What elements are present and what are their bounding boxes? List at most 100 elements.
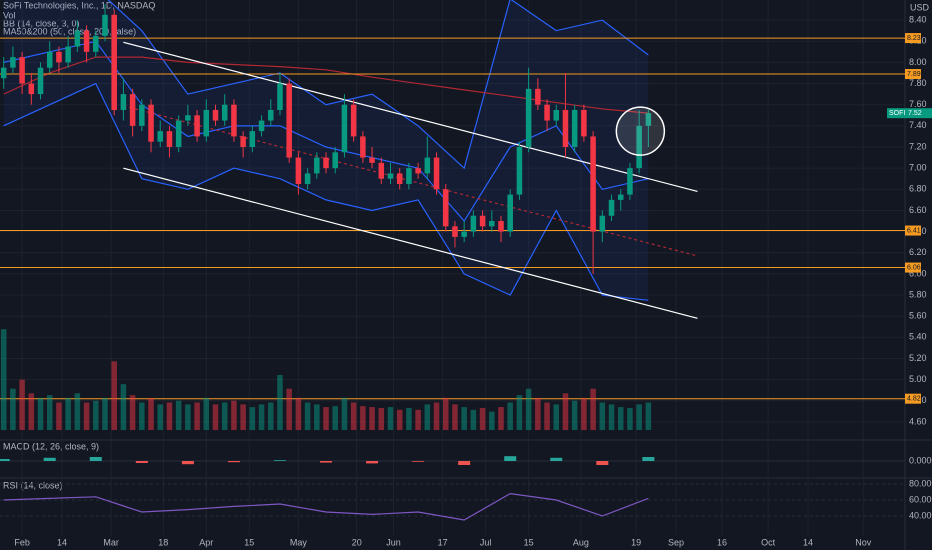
y-tick-label: 7.20 bbox=[909, 141, 927, 151]
x-tick-label: 15 bbox=[524, 537, 534, 547]
volume-bar bbox=[627, 408, 633, 430]
volume-bar bbox=[268, 402, 274, 430]
y-tick-label: 8.00 bbox=[909, 57, 927, 67]
candle-body bbox=[544, 104, 550, 121]
y-tick-label: 5.80 bbox=[909, 289, 927, 299]
x-tick-label: 16 bbox=[717, 537, 727, 547]
candle-body bbox=[148, 104, 154, 142]
y-tick-label: 80.00 bbox=[909, 478, 932, 488]
candle-body bbox=[535, 88, 541, 105]
volume-bar bbox=[470, 409, 477, 430]
currency: USD bbox=[910, 2, 930, 12]
candle-body bbox=[295, 157, 302, 185]
volume-bar bbox=[139, 402, 145, 430]
volume-bar bbox=[0, 329, 7, 430]
candle-body bbox=[10, 57, 16, 68]
trendline bbox=[123, 41, 698, 192]
y-tick-label: 8.40 bbox=[909, 14, 927, 24]
x-tick-label: Jun bbox=[386, 537, 401, 547]
volume-bar bbox=[562, 393, 569, 430]
x-tick-label: 19 bbox=[631, 537, 641, 547]
volume-bar bbox=[277, 375, 283, 430]
macd-bar bbox=[596, 461, 609, 465]
candle-body bbox=[0, 67, 7, 79]
candle-body bbox=[83, 30, 90, 52]
volume-bar bbox=[387, 407, 394, 430]
volume-bar bbox=[314, 404, 320, 430]
y-tick-label: 60.00 bbox=[909, 494, 932, 504]
macd-bar bbox=[89, 457, 102, 461]
volume-bar bbox=[489, 411, 495, 430]
indicator-label: Vol bbox=[3, 10, 16, 20]
candle-body bbox=[157, 131, 164, 142]
x-tick-label: 20 bbox=[352, 537, 362, 547]
level-tag bbox=[905, 225, 921, 236]
indicator-label: MA50&200 (50, close, 200, false) bbox=[3, 26, 136, 36]
macd-bar bbox=[181, 461, 194, 465]
macd-bar bbox=[504, 456, 517, 461]
volume-bar bbox=[304, 402, 311, 430]
y-tick-label: 5.40 bbox=[909, 332, 927, 342]
candle-body bbox=[507, 194, 513, 232]
x-tick-label: Aug bbox=[573, 537, 589, 547]
volume-bar bbox=[617, 407, 624, 430]
volume-bar bbox=[120, 384, 127, 430]
volume-bar bbox=[129, 395, 136, 430]
volume-bar bbox=[424, 404, 431, 430]
candle-body bbox=[479, 215, 486, 227]
volume-bar bbox=[461, 407, 467, 430]
candle-body bbox=[599, 215, 606, 232]
volume-bar bbox=[581, 397, 587, 430]
candle-body bbox=[93, 35, 99, 52]
volume-bar bbox=[590, 388, 596, 430]
volume-bar bbox=[544, 402, 550, 430]
volume-bar bbox=[332, 406, 338, 430]
level-tag bbox=[905, 393, 921, 404]
y-tick-label: 0.0000 bbox=[909, 455, 932, 465]
volume-bar bbox=[406, 408, 412, 430]
level-label: 6.06 bbox=[907, 264, 921, 271]
candle-body bbox=[185, 115, 191, 121]
x-tick-label: May bbox=[290, 537, 308, 547]
candle-body bbox=[571, 109, 578, 147]
x-tick-label: Mar bbox=[103, 537, 119, 547]
volume-bar bbox=[185, 404, 191, 430]
volume-bar bbox=[323, 407, 329, 430]
x-tick-label: Sep bbox=[668, 537, 684, 547]
y-tick-label: 4.60 bbox=[909, 416, 927, 426]
candle-body bbox=[65, 46, 71, 63]
candle-body bbox=[249, 131, 256, 147]
volume-bar bbox=[212, 404, 219, 430]
volume-bar bbox=[175, 400, 182, 430]
volume-bar bbox=[111, 361, 117, 430]
volume-bar bbox=[166, 402, 173, 430]
candle-body bbox=[175, 120, 182, 147]
volume-bar bbox=[415, 409, 421, 430]
level-label: 6.41 bbox=[907, 227, 921, 234]
trendline bbox=[123, 167, 698, 319]
volume-bar bbox=[203, 397, 210, 430]
candle-body bbox=[489, 221, 495, 227]
volume-bar bbox=[74, 393, 81, 430]
volume-bar bbox=[599, 402, 606, 430]
volume-bar bbox=[369, 407, 375, 430]
volume-bar bbox=[295, 397, 302, 430]
volume-bar bbox=[102, 397, 108, 430]
candle-body bbox=[277, 83, 283, 110]
volume-bar bbox=[93, 400, 99, 430]
candle-body bbox=[553, 109, 560, 121]
candle-body bbox=[258, 120, 265, 132]
candle-body bbox=[442, 189, 449, 227]
candle-body bbox=[341, 104, 348, 153]
volume-bar bbox=[231, 400, 237, 430]
candle-body bbox=[378, 162, 385, 179]
volume-bar bbox=[350, 402, 357, 430]
chart-title: SoFi Technologies, Inc., 1D, NASDAQ bbox=[3, 0, 155, 10]
volume-bar bbox=[249, 407, 256, 430]
candle-body bbox=[608, 199, 615, 216]
volume-bar bbox=[498, 407, 504, 430]
overlay-line bbox=[3, 82, 649, 301]
volume-bar bbox=[148, 397, 154, 430]
candle-body bbox=[166, 131, 173, 147]
candle-body bbox=[424, 157, 431, 174]
